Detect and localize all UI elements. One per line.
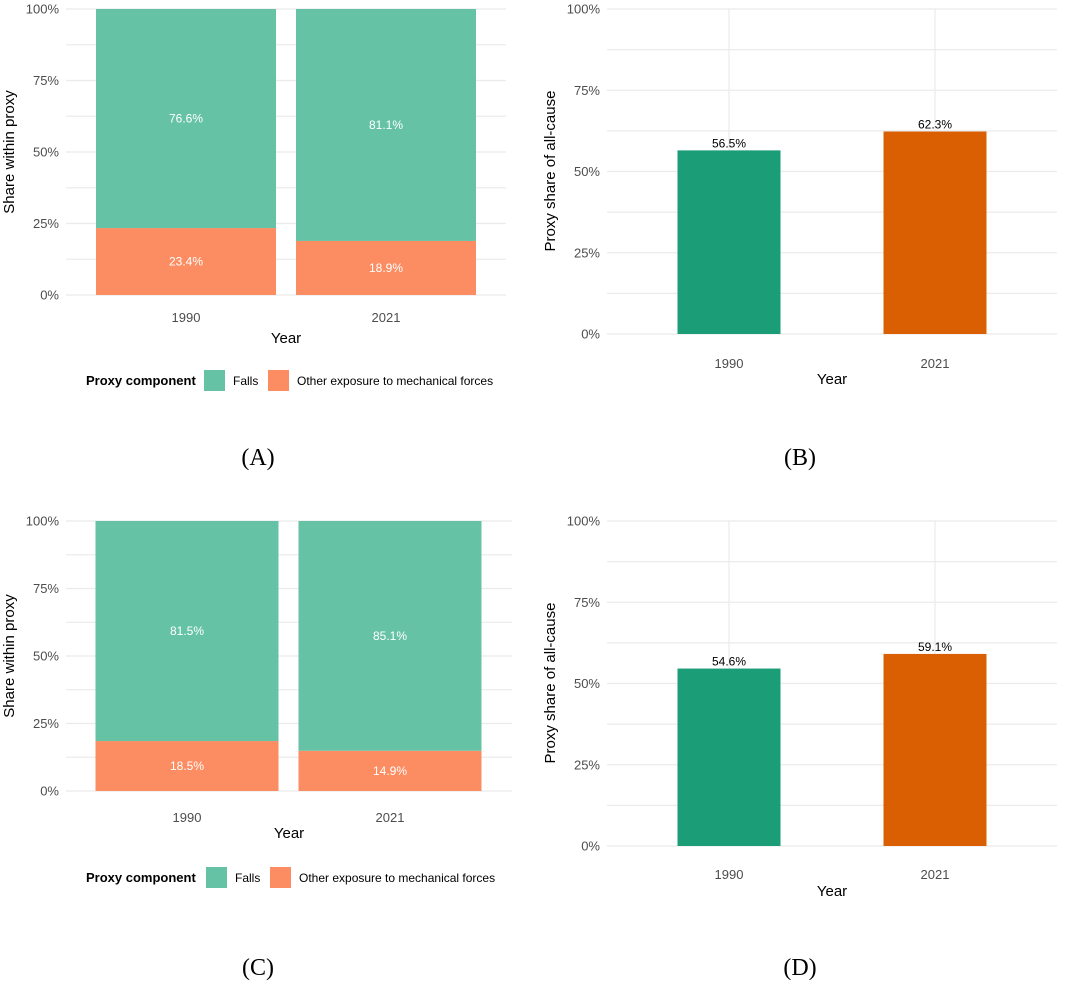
chart-3-bar-other-1990 (95, 741, 279, 791)
chart-2-y-tick-label: 75% (574, 83, 600, 98)
chart-1-x-tick-label: 1990 (172, 310, 201, 325)
chart-1-legend-swatch-other (268, 370, 289, 391)
chart-4-y-axis-title: Proxy share of all-cause (542, 603, 559, 764)
chart-2-x-tick-label: 1990 (715, 356, 744, 371)
chart-3-data-label: 85.1% (373, 629, 407, 643)
chart-3-x-tick-label: 2021 (376, 810, 405, 825)
chart-3-legend-label-other: Other exposure to mechanical forces (299, 871, 495, 885)
chart-3-y-tick-label: 50% (33, 649, 59, 664)
chart-2-x-tick-label: 2021 (921, 356, 950, 371)
chart-1-panel-label: (A) (241, 445, 274, 471)
chart-1-y-tick-label: 0% (40, 288, 59, 303)
chart-2-bar-2021 (883, 131, 987, 334)
chart-3-data-label: 81.5% (170, 624, 204, 638)
chart-3-legend-swatch-other (270, 867, 291, 888)
chart-1-bar-other-1990 (96, 228, 276, 295)
chart-3-x-axis-title: Year (274, 825, 304, 842)
chart-4-y-tick-label: 100% (567, 514, 601, 529)
chart-1-y-tick-label: 50% (33, 145, 59, 160)
chart-3-y-tick-label: 100% (26, 514, 60, 529)
chart-1-x-tick-label: 2021 (372, 310, 401, 325)
chart-3-y-tick-label: 75% (33, 581, 59, 596)
chart-1-bar-other-2021 (296, 240, 476, 295)
chart-1-data-label: 81.1% (369, 118, 403, 132)
chart-1-legend-swatch-falls (204, 370, 225, 391)
chart-3-y-axis-title: Share within proxy (1, 594, 18, 718)
chart-1-y-tick-label: 25% (33, 216, 59, 231)
chart-3-data-label: 18.5% (170, 759, 204, 773)
chart-4-y-tick-label: 25% (574, 757, 600, 772)
chart-3-x-tick-label: 1990 (173, 810, 202, 825)
chart-3-legend-swatch-falls (206, 867, 227, 888)
chart-4-x-tick-label: 1990 (715, 867, 744, 882)
chart-1-legend-title: Proxy component (86, 373, 196, 388)
chart-1-x-axis-title: Year (271, 330, 301, 347)
chart-1-bar-falls-1990 (96, 9, 276, 229)
chart-1-data-label: 23.4% (169, 255, 203, 269)
chart-4-y-tick-label: 75% (574, 595, 600, 610)
chart-1-data-label: 18.9% (369, 261, 403, 275)
chart-4-bar-1990 (677, 668, 781, 846)
chart-2-panel-label: (B) (784, 445, 816, 471)
chart-1-y-axis-title: Share within proxy (1, 90, 18, 214)
chart-1-data-label: 76.6% (169, 112, 203, 126)
chart-1-legend-label-other: Other exposure to mechanical forces (297, 374, 493, 388)
chart-3-legend-label-falls: Falls (235, 871, 260, 885)
chart-3-legend-title: Proxy component (86, 870, 196, 885)
chart-2-y-tick-label: 50% (574, 164, 600, 179)
chart-3-bar-other-2021 (298, 750, 482, 791)
chart-2-y-tick-label: 100% (567, 2, 601, 17)
chart-4-panel-label: (D) (783, 955, 816, 981)
chart-4-x-tick-label: 2021 (921, 867, 950, 882)
chart-4-y-tick-label: 50% (574, 676, 600, 691)
chart-2-y-tick-label: 25% (574, 245, 600, 260)
chart-3-bar-falls-1990 (95, 521, 279, 742)
chart-4-y-tick-label: 0% (581, 839, 600, 854)
chart-3-bar-falls-2021 (298, 521, 482, 751)
chart-3-y-tick-label: 25% (33, 716, 59, 731)
chart-3-panel-label: (C) (242, 955, 274, 981)
chart-4-x-axis-title: Year (817, 883, 847, 900)
chart-1-legend-label-falls: Falls (233, 374, 258, 388)
chart-2-bar-1990 (677, 150, 781, 334)
chart-2-y-axis-title: Proxy share of all-cause (542, 91, 559, 252)
chart-2-data-label: 62.3% (918, 118, 952, 132)
chart-2-y-tick-label: 0% (581, 327, 600, 342)
chart-3-data-label: 14.9% (373, 764, 407, 778)
chart-1-y-tick-label: 100% (26, 2, 60, 17)
chart-1-bar-falls-2021 (296, 9, 476, 241)
chart-4-data-label: 54.6% (712, 655, 746, 669)
chart-3-y-tick-label: 0% (40, 784, 59, 799)
chart-2-data-label: 56.5% (712, 136, 746, 150)
chart-4-bar-2021 (883, 653, 987, 846)
chart-2-x-axis-title: Year (817, 371, 847, 388)
chart-1-y-tick-label: 75% (33, 73, 59, 88)
chart-4-data-label: 59.1% (918, 640, 952, 654)
